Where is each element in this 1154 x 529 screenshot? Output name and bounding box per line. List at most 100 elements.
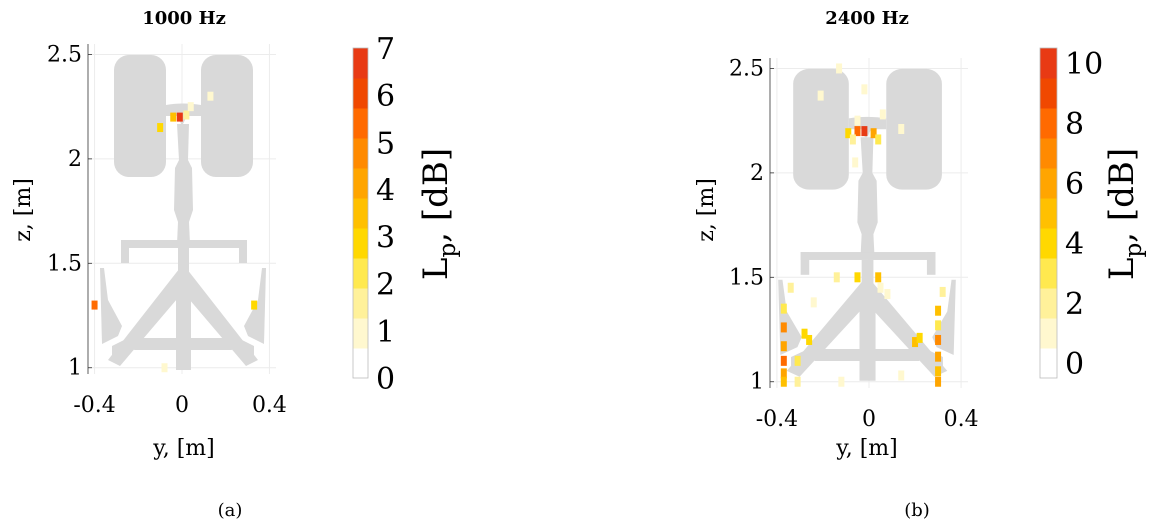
- colorbar-segment: [353, 228, 368, 259]
- heatmap-cell: [935, 351, 942, 362]
- x-tick-label: 0.4: [944, 407, 979, 432]
- y-tick-label: 1.5: [47, 251, 82, 276]
- heatmap-cell: [780, 341, 787, 352]
- heatmap-cell: [817, 90, 824, 101]
- cbar-a-label-suffix: , [dB]: [416, 148, 456, 243]
- cbar-a-label-l: L: [416, 258, 456, 281]
- colorbar-segment: [1040, 318, 1057, 349]
- heatmap-cell: [849, 134, 856, 145]
- heatmap-cell: [780, 355, 787, 366]
- heatmap-cell: [806, 334, 813, 345]
- heatmap-cell: [854, 115, 861, 126]
- colorbar-segment: [1040, 198, 1057, 229]
- colorbar-segment: [1040, 108, 1057, 139]
- panel-a-plot-area: [87, 44, 276, 374]
- panel-b-x-label: y, [m]: [835, 436, 898, 461]
- panel-a-colorbar: 0 1 2 3 4 5 6 7 Lp, [dB]: [352, 32, 461, 397]
- heatmap-cell: [875, 134, 882, 145]
- y-tick-label: 2: [68, 147, 82, 172]
- colorbar-segment: [353, 318, 368, 349]
- heatmap-cell: [780, 303, 787, 314]
- heatmap-cell: [898, 370, 905, 381]
- panel-a-x-label: y, [m]: [152, 436, 215, 461]
- colorbar-segment: [1040, 78, 1057, 109]
- panel-a-colorbar-frame: [352, 47, 369, 379]
- x-tick-label: -0.4: [756, 407, 798, 432]
- heatmap-cell: [854, 272, 861, 283]
- heatmap-cell: [877, 282, 884, 293]
- x-tick-label: 0.4: [252, 393, 287, 418]
- panel-a: 1000 Hz -0.4 0 0.4 11.522.5 y, [m] z, [m] …: [11, 8, 461, 521]
- panel-b-caption: (b): [904, 500, 930, 521]
- colorbar-tick-label: 4: [376, 173, 395, 208]
- heatmap-cell: [780, 322, 787, 333]
- colorbar-segment: [353, 258, 368, 289]
- x-tick-label: 0: [862, 407, 876, 432]
- colorbar-tick-label: 1: [376, 315, 395, 350]
- y-tick-label: 1.5: [729, 265, 764, 290]
- colorbar-segment: [353, 138, 368, 169]
- heatmap-cell: [157, 123, 164, 133]
- heatmap-cell: [912, 337, 919, 348]
- heatmap-cell: [794, 355, 801, 366]
- panel-b-plot-area: [769, 58, 968, 388]
- colorbar-segment: [1040, 258, 1057, 289]
- heatmap-cell: [780, 376, 787, 387]
- heatmap-cell: [801, 328, 808, 339]
- colorbar-tick-label: 6: [1065, 167, 1084, 202]
- colorbar-segment: [1040, 288, 1057, 319]
- panel-a-caption: (a): [218, 500, 243, 521]
- heatmap-cell: [838, 376, 845, 387]
- heatmap-cell: [251, 300, 258, 310]
- panel-b-colorbar-frame: [1039, 47, 1058, 379]
- heatmap-cell: [884, 289, 891, 300]
- y-tick-label: 2.5: [47, 42, 82, 67]
- heatmap-cell: [91, 300, 98, 310]
- colorbar-tick-label: 7: [376, 32, 395, 67]
- heatmap-cell: [861, 126, 868, 137]
- panel-a-y-label: z, [m]: [11, 178, 36, 242]
- panel-b-y-label: z, [m]: [694, 178, 719, 242]
- heatmap-cell: [810, 297, 817, 308]
- cbar-b-label-l: L: [1102, 258, 1142, 281]
- colorbar-tick-label: 0: [1065, 347, 1084, 382]
- heatmap-cell: [939, 286, 946, 297]
- panel-b: 2400 Hz -0.4 0 0.4 11.522.5 y, [m] z, [m] …: [694, 8, 1147, 521]
- y-tick-label: 1: [750, 370, 764, 395]
- panel-b-heatmap-cells: [780, 63, 946, 387]
- heatmap-cell: [935, 320, 942, 331]
- colorbar-segment: [353, 48, 368, 79]
- heatmap-cell: [875, 272, 882, 283]
- heatmap-cell: [898, 124, 905, 135]
- heatmap-cell: [935, 376, 942, 387]
- heatmap-cell: [861, 84, 868, 95]
- colorbar-segment: [353, 168, 368, 199]
- heatmap-cell: [854, 126, 861, 137]
- panel-a-colorbar-ticks: 0 1 2 3 4 5 6 7: [376, 32, 395, 397]
- panel-a-colorbar-label: Lp, [dB]: [416, 148, 461, 280]
- heatmap-cell: [183, 110, 190, 120]
- heatmap-cell: [935, 366, 942, 377]
- heatmap-cell: [176, 112, 183, 122]
- panel-a-y-ticks: 1 1.5 2 2.5: [47, 42, 92, 381]
- y-tick-label: 2: [750, 161, 764, 186]
- heatmap-cell: [916, 332, 923, 343]
- colorbar-segment: [353, 78, 368, 109]
- colorbar-segment: [353, 288, 368, 319]
- heatmap-cell: [845, 128, 852, 139]
- colorbar-tick-label: 2: [376, 268, 395, 303]
- panel-b-y-ticks: 1 1.5 2 2.5: [729, 56, 774, 395]
- colorbar-tick-label: 3: [376, 221, 395, 256]
- colorbar-segment: [353, 348, 368, 379]
- colorbar-segment: [1040, 48, 1057, 79]
- colorbar-tick-label: 6: [376, 79, 395, 114]
- panel-b-colorbar-scale: [1040, 48, 1057, 379]
- colorbar-segment: [353, 108, 368, 139]
- panel-b-colorbar-ticks: 0 2 4 6 8 10: [1065, 47, 1103, 382]
- colorbar-tick-label: 10: [1065, 47, 1103, 82]
- panel-b-title: 2400 Hz: [825, 8, 909, 29]
- colorbar-tick-label: 5: [376, 126, 395, 161]
- colorbar-segment: [353, 198, 368, 229]
- heatmap-cell: [870, 128, 877, 139]
- heatmap-cell: [935, 305, 942, 316]
